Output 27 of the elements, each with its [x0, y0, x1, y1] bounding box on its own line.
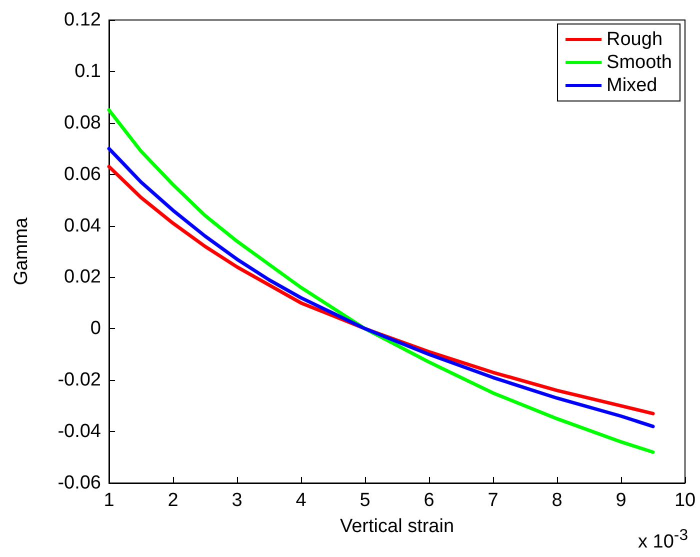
legend-label: Mixed	[606, 75, 658, 96]
x-tick-label: 2	[168, 490, 178, 511]
x-tick-label: 9	[616, 490, 626, 511]
x-tick-label: 8	[552, 490, 562, 511]
y-axis-title: Gamma	[11, 217, 32, 286]
y-tick-label: 0	[90, 318, 101, 340]
legend-label: Rough	[606, 29, 663, 50]
y-tick-label: 0.02	[64, 266, 101, 288]
x-tick-label: 3	[232, 490, 242, 511]
y-tick-label: -0.06	[58, 472, 101, 494]
x-tick-label: 5	[360, 490, 370, 511]
y-tick-label: -0.02	[58, 370, 101, 391]
y-tick-label: 0.06	[64, 164, 101, 185]
y-tick-label: 0.08	[64, 112, 101, 134]
y-tick-label: 0.04	[64, 215, 102, 236]
x-tick-label: 7	[488, 490, 498, 511]
line-series	[107, 108, 655, 454]
y-tick-label: 0.12	[64, 10, 101, 30]
y-tick-label: -0.04	[58, 421, 102, 442]
y-tick-label: 0.1	[74, 60, 101, 82]
text: x 10$^{-3}$	[638, 526, 688, 553]
x-tick-label: 6	[424, 490, 434, 511]
x-tick-label: 4	[296, 490, 307, 511]
x-tick-label: 1	[104, 490, 114, 511]
x-axis-title: Vertical strain	[340, 516, 454, 537]
legend-label: Smooth	[606, 52, 672, 73]
x-tick-label: 10	[674, 490, 696, 511]
